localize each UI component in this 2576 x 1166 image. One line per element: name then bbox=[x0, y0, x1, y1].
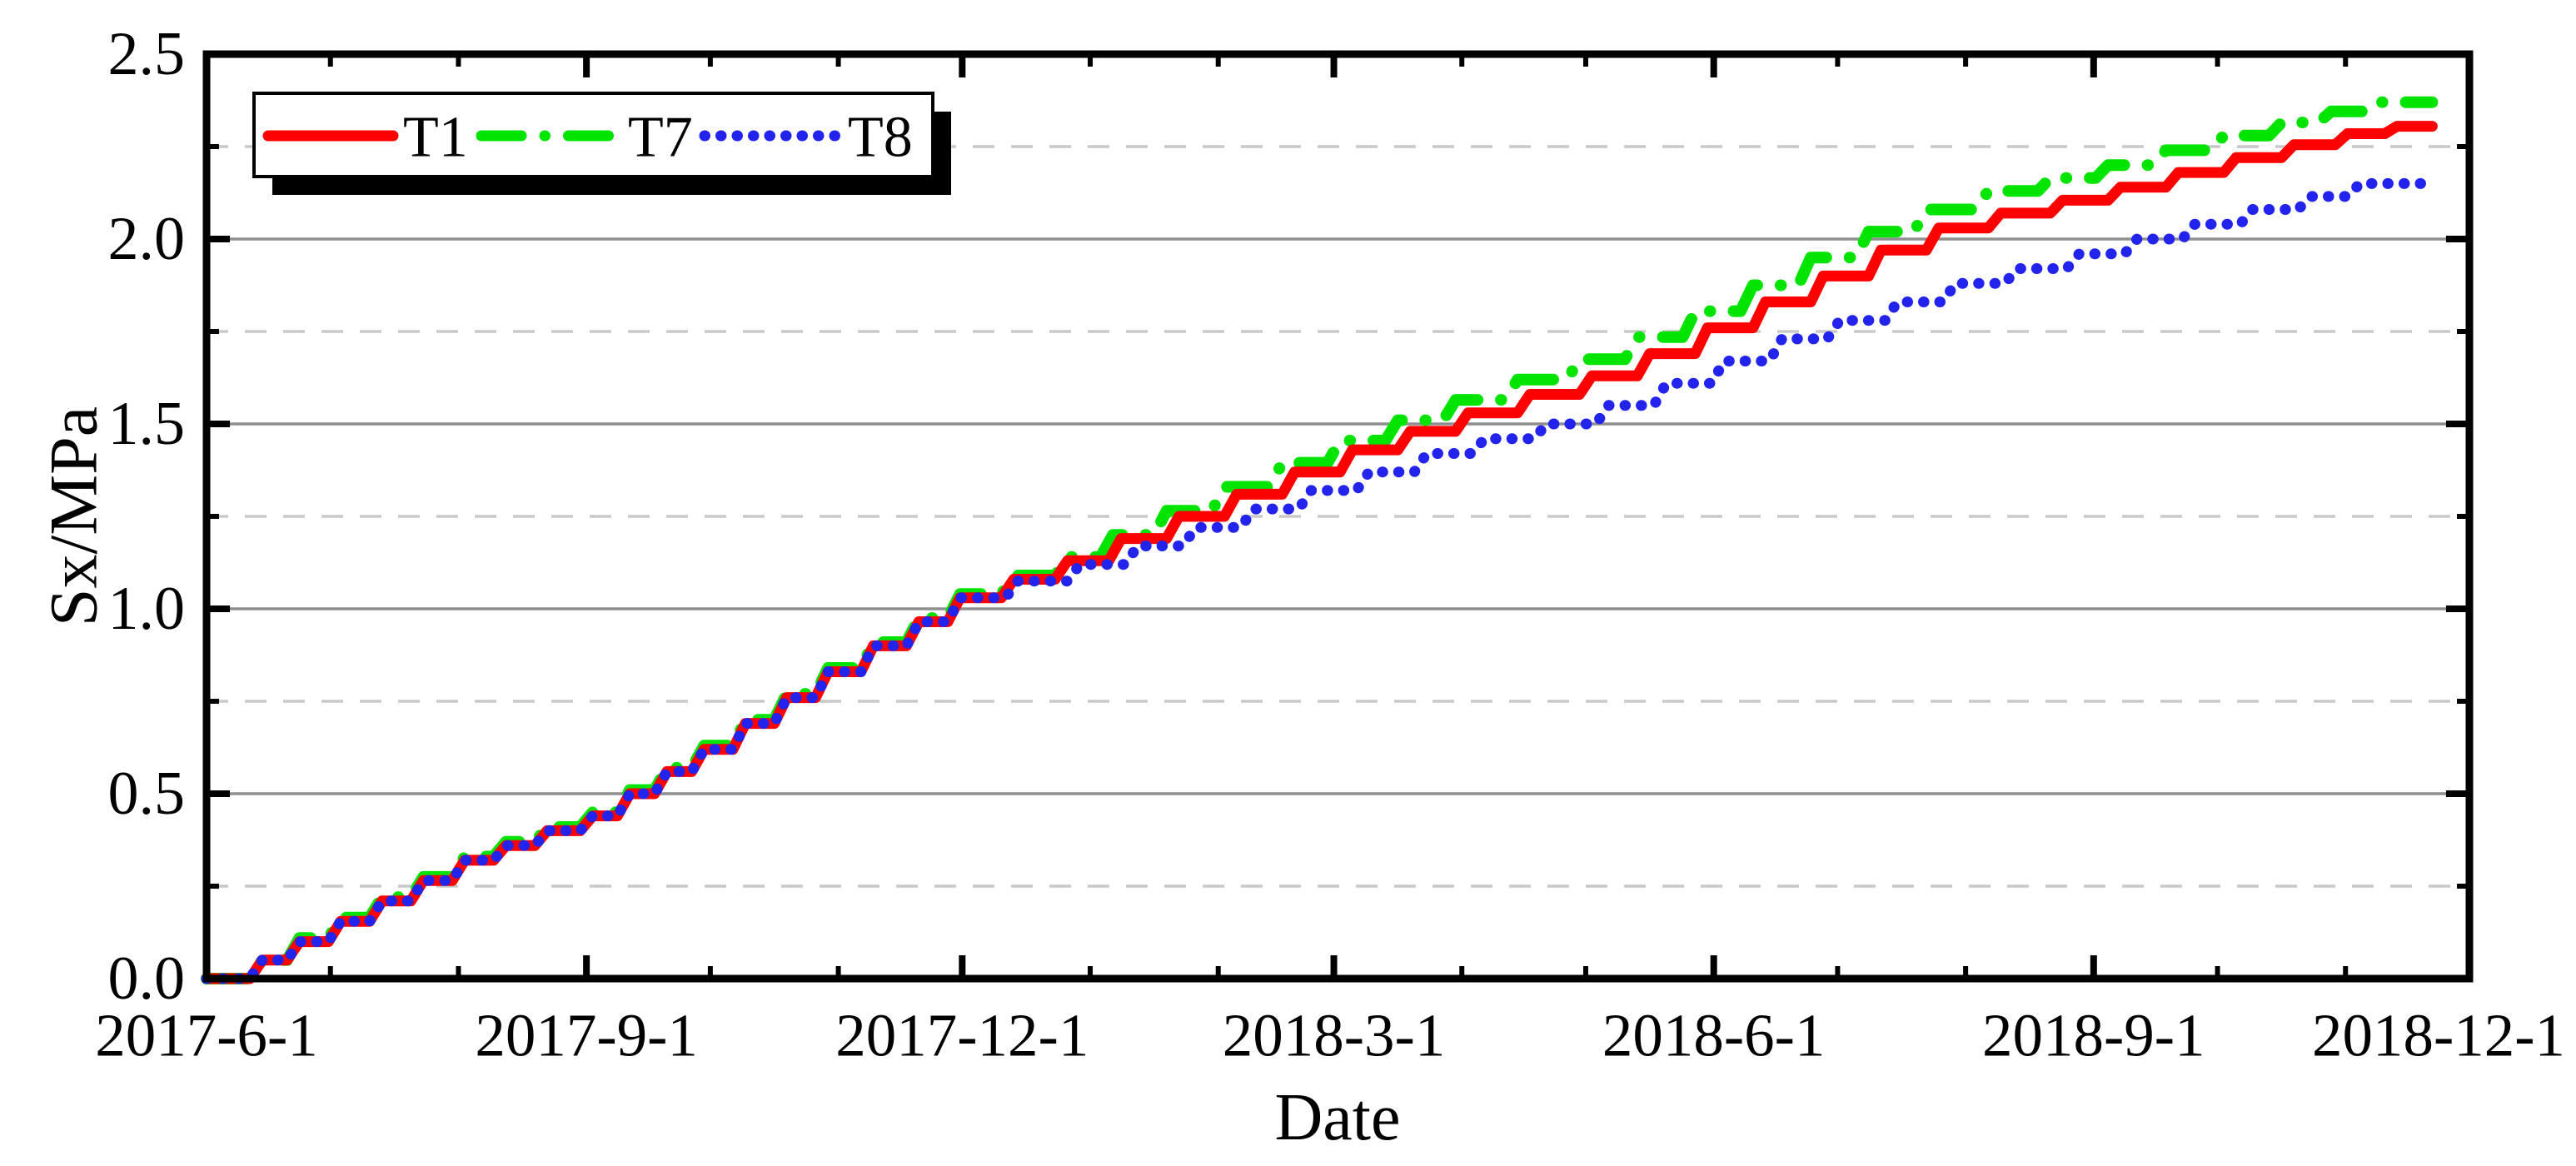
y-tick-label: 1.5 bbox=[108, 390, 186, 458]
axis-ticks bbox=[207, 54, 2469, 979]
x-tick-label: 2018-3-1 bbox=[1223, 1002, 1446, 1069]
x-tick-label: 2018-12-1 bbox=[2312, 1002, 2565, 1069]
x-tick-labels: 2017-6-1 2017-9-1 2017-12-1 2018-3-1 2018-6-… bbox=[95, 1002, 2565, 1069]
y-tick-label: 0.5 bbox=[108, 760, 186, 828]
y-tick-label: 1.0 bbox=[108, 575, 186, 643]
y-tick-label: 0.0 bbox=[108, 944, 186, 1013]
y-tick-labels: 0.0 0.5 1.0 1.5 2.0 2.5 bbox=[108, 20, 186, 1013]
y-tick-label: 2.0 bbox=[108, 205, 186, 273]
x-tick-label: 2017-9-1 bbox=[475, 1002, 698, 1069]
x-tick-label: 2017-12-1 bbox=[835, 1002, 1089, 1069]
legend-label-t1: T1 bbox=[403, 106, 468, 170]
gridlines bbox=[207, 145, 2469, 888]
x-tick-label: 2018-6-1 bbox=[1602, 1002, 1826, 1069]
legend-label-t8: T8 bbox=[848, 106, 913, 170]
legend-label-t7: T7 bbox=[628, 106, 693, 170]
x-tick-label: 2017-6-1 bbox=[95, 1002, 318, 1069]
x-tick-label: 2018-9-1 bbox=[1982, 1002, 2205, 1069]
y-axis-title: Sx/MPa bbox=[36, 406, 112, 626]
series-t8-line bbox=[201, 177, 2438, 984]
data-series bbox=[201, 96, 2439, 984]
legend: T1 T7 T8 bbox=[252, 92, 951, 195]
y-tick-label: 2.5 bbox=[108, 20, 186, 88]
x-axis-title: Date bbox=[1274, 1081, 1400, 1154]
